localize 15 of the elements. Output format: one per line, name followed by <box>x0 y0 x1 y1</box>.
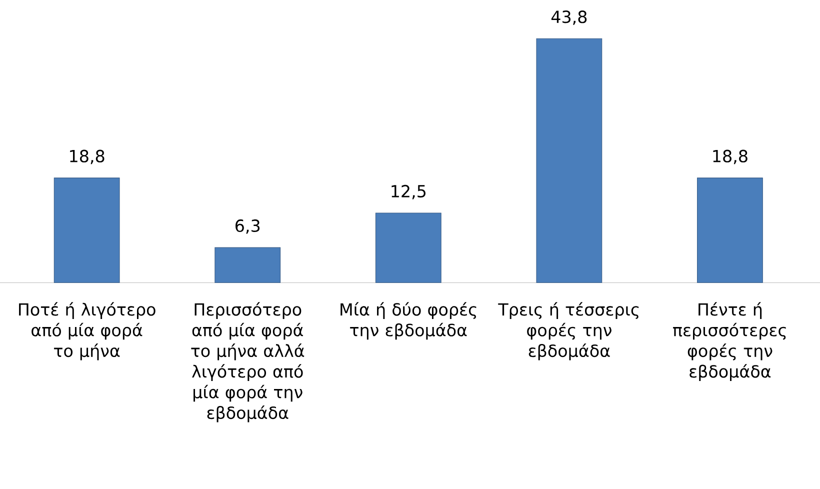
bar <box>54 178 120 283</box>
data-label: 43,8 <box>551 10 587 25</box>
data-label: 6,3 <box>236 219 260 234</box>
data-label: 18,8 <box>713 150 748 164</box>
x-tick-label: Τρεις ή τέσσερις φορές την εβδομάδα <box>498 302 639 360</box>
data-label: 12,5 <box>392 184 426 200</box>
bar <box>697 178 763 283</box>
bar <box>536 38 602 283</box>
x-tick-label: Μία ή δύο φορές την εβδομάδα <box>340 302 476 340</box>
x-tick-label: Πέντε ή περισσότερες φορές την εβδομάδα <box>673 302 786 381</box>
bar <box>375 212 442 283</box>
data-label: 18,8 <box>70 150 104 164</box>
x-tick-label: Περισσότερο από μία φορά το μήνα αλλά λιγότερο από μία φορά την εβδομάδα <box>191 302 304 422</box>
x-tick-label: Ποτέ ή λιγότερο από μία φορά το μήνα <box>19 302 156 360</box>
bar <box>214 247 281 283</box>
